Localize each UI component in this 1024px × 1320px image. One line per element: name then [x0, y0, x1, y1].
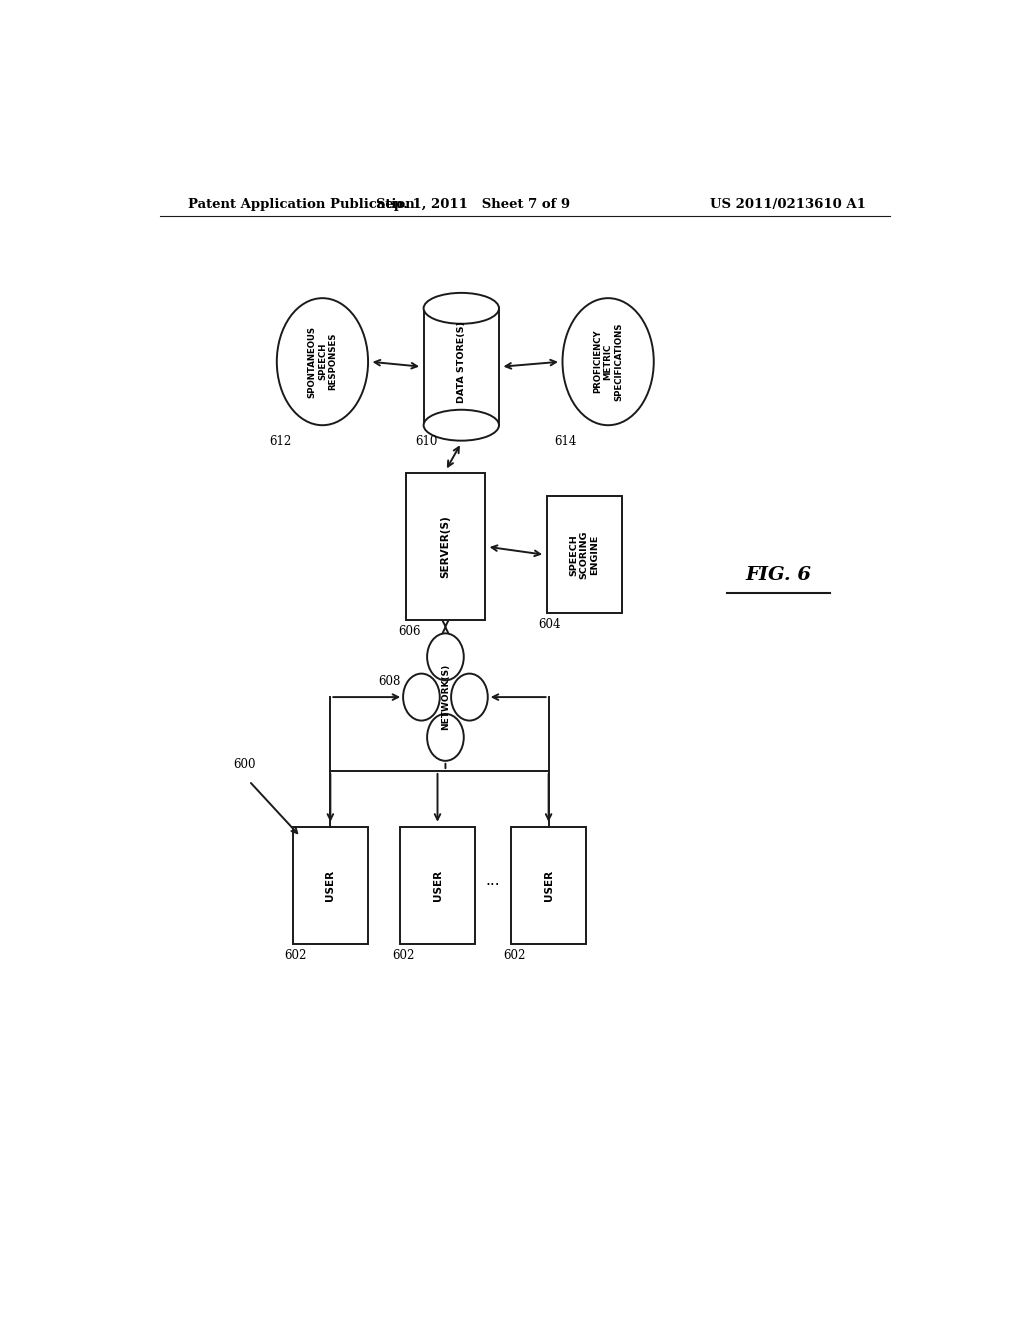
Text: SERVER(S): SERVER(S) [440, 515, 451, 578]
Text: 600: 600 [233, 758, 256, 771]
Text: 602: 602 [503, 949, 525, 962]
Bar [547, 496, 622, 614]
Text: Patent Application Publication: Patent Application Publication [187, 198, 415, 211]
Text: 614: 614 [555, 436, 577, 449]
Text: 602: 602 [285, 949, 307, 962]
Text: SPEECH
SCORING
ENGINE: SPEECH SCORING ENGINE [569, 531, 599, 579]
Text: 608: 608 [378, 675, 400, 688]
Text: ...: ... [485, 873, 501, 887]
Text: DATA STORE(S): DATA STORE(S) [457, 321, 466, 403]
Text: USER: USER [326, 870, 336, 900]
Ellipse shape [424, 409, 499, 441]
Text: USER: USER [432, 870, 442, 900]
Ellipse shape [427, 714, 464, 760]
Ellipse shape [403, 673, 439, 721]
Ellipse shape [411, 652, 480, 742]
Text: 606: 606 [397, 626, 420, 639]
Ellipse shape [276, 298, 368, 425]
Text: 610: 610 [416, 436, 438, 449]
Text: SPONTANEOUS
SPEECH
RESPONSES: SPONTANEOUS SPEECH RESPONSES [307, 326, 337, 397]
Text: USER: USER [544, 870, 554, 900]
Bar [293, 826, 368, 944]
Text: NETWORK(S): NETWORK(S) [441, 664, 450, 730]
Text: 604: 604 [539, 618, 561, 631]
Text: 612: 612 [269, 436, 291, 449]
Bar [406, 473, 485, 620]
Text: Sep. 1, 2011   Sheet 7 of 9: Sep. 1, 2011 Sheet 7 of 9 [376, 198, 570, 211]
Text: PROFICIENCY
METRIC
SPECIFICATIONS: PROFICIENCY METRIC SPECIFICATIONS [593, 322, 623, 401]
Ellipse shape [452, 673, 487, 721]
Ellipse shape [427, 634, 464, 680]
Text: FIG. 6: FIG. 6 [745, 566, 812, 585]
Ellipse shape [562, 298, 653, 425]
Bar [511, 826, 587, 944]
Ellipse shape [424, 293, 499, 323]
Text: US 2011/0213610 A1: US 2011/0213610 A1 [711, 198, 866, 211]
Bar [424, 309, 499, 425]
Bar [399, 826, 475, 944]
Text: 602: 602 [392, 949, 415, 962]
